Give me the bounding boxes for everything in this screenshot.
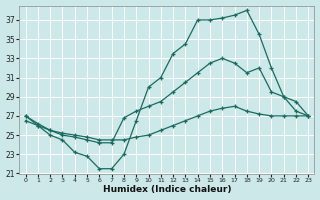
X-axis label: Humidex (Indice chaleur): Humidex (Indice chaleur): [103, 185, 231, 194]
